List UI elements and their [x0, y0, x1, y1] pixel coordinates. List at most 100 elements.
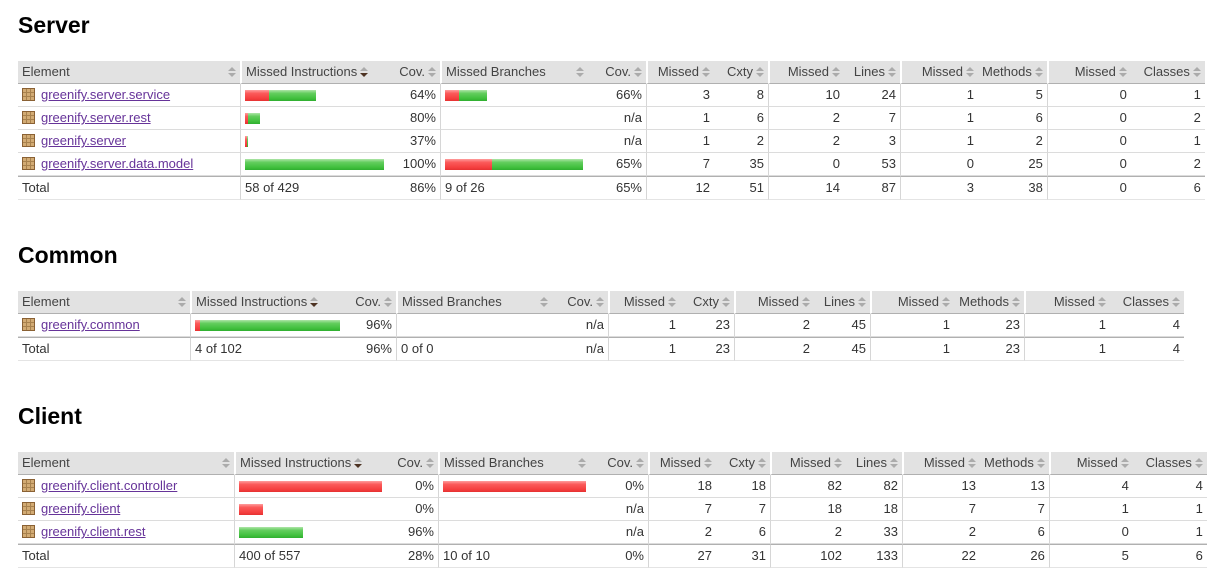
total-missed-classes: 0 — [1046, 176, 1131, 200]
total-branches-coverage: n/a — [552, 337, 608, 361]
methods: 13 — [980, 475, 1049, 498]
col-header-cxty[interactable]: Cxty — [716, 452, 770, 475]
col-header-methods[interactable]: Methods — [954, 291, 1024, 314]
branches-coverage: n/a — [588, 130, 646, 153]
instructions-coverage: 0% — [386, 475, 438, 498]
col-header-cov2[interactable]: Cov. — [590, 452, 648, 475]
methods: 6 — [978, 107, 1047, 130]
sort-icon — [578, 458, 586, 468]
col-header-cov[interactable]: Cov. — [388, 61, 440, 84]
col-header-cov2[interactable]: Cov. — [588, 61, 646, 84]
covered-bar — [245, 159, 384, 171]
total-branches: 10 of 10 — [438, 544, 590, 568]
missed-methods: 0 — [900, 153, 978, 176]
col-header-missed-methods[interactable]: Missed — [900, 61, 978, 84]
col-header-missed-lines[interactable]: Missed — [768, 61, 844, 84]
branches-bar-cell — [438, 475, 590, 498]
col-header-cov[interactable]: Cov. — [386, 452, 438, 475]
col-header-element[interactable]: Element — [18, 291, 190, 314]
methods: 6 — [980, 521, 1049, 544]
lines: 3 — [844, 130, 900, 153]
sort-icon — [1098, 297, 1106, 307]
sort-icon — [942, 297, 950, 307]
package-link[interactable]: greenify.client.rest — [41, 524, 146, 539]
col-header-lines[interactable]: Lines — [846, 452, 902, 475]
missed-lines: 82 — [770, 475, 846, 498]
col-header-missed-instructions[interactable]: Missed Instructions — [234, 452, 386, 475]
package-link[interactable]: greenify.client — [41, 501, 121, 516]
col-header-methods[interactable]: Methods — [978, 61, 1047, 84]
col-header-missed-branches[interactable]: Missed Branches — [438, 452, 590, 475]
col-header-missed-cxty[interactable]: Missed — [648, 452, 716, 475]
methods: 2 — [978, 130, 1047, 153]
col-header-missed-cxty[interactable]: Missed — [646, 61, 714, 84]
col-header-missed-methods[interactable]: Missed — [870, 291, 954, 314]
missed-lines: 2 — [768, 130, 844, 153]
col-header-missed-classes[interactable]: Missed — [1024, 291, 1110, 314]
col-header-missed-branches[interactable]: Missed Branches — [440, 61, 588, 84]
col-header-missed-methods[interactable]: Missed — [902, 452, 980, 475]
table-total-row: Total 4 of 102 96% 0 of 0 n/a 1 23 2 45 … — [18, 337, 1184, 361]
col-header-lines[interactable]: Lines — [844, 61, 900, 84]
branches-coverage: 65% — [588, 153, 646, 176]
col-header-classes[interactable]: Classes — [1130, 61, 1205, 84]
col-header-cxty[interactable]: Cxty — [680, 291, 734, 314]
cxty: 7 — [716, 498, 770, 521]
col-header-missed-branches[interactable]: Missed Branches — [396, 291, 552, 314]
col-header-methods[interactable]: Methods — [980, 452, 1049, 475]
instructions-bar-cell — [234, 475, 386, 498]
package-link[interactable]: greenify.server — [41, 133, 127, 148]
instructions-coverage: 96% — [386, 521, 438, 544]
table-total-row: Total 58 of 429 86% 9 of 26 65% 12 51 14… — [18, 176, 1205, 200]
section-title-common: Common — [18, 242, 118, 268]
missed-classes: 0 — [1046, 153, 1131, 176]
col-header-classes[interactable]: Classes — [1132, 452, 1207, 475]
col-header-cov2[interactable]: Cov. — [552, 291, 608, 314]
col-header-missed-cxty[interactable]: Missed — [608, 291, 680, 314]
missed-lines: 10 — [768, 84, 844, 107]
col-header-element[interactable]: Element — [18, 452, 234, 475]
col-header-missed-lines[interactable]: Missed — [770, 452, 846, 475]
sort-icon — [384, 297, 392, 307]
sort-icon — [634, 67, 642, 77]
instructions-bar-cell — [240, 153, 388, 176]
total-methods: 26 — [980, 544, 1049, 568]
col-header-missed-instructions[interactable]: Missed Instructions — [240, 61, 388, 84]
instructions-bar-cell — [240, 107, 388, 130]
col-header-classes[interactable]: Classes — [1110, 291, 1184, 314]
lines: 24 — [844, 84, 900, 107]
total-label: Total — [18, 544, 234, 568]
col-header-cxty[interactable]: Cxty — [714, 61, 768, 84]
col-header-missed-classes[interactable]: Missed — [1048, 452, 1133, 475]
branches-bar-cell — [438, 521, 590, 544]
package-link[interactable]: greenify.client.controller — [41, 478, 178, 493]
sort-icon — [858, 297, 866, 307]
covered-bar — [492, 159, 583, 171]
sort-icon — [802, 297, 810, 307]
col-header-missed-classes[interactable]: Missed — [1046, 61, 1131, 84]
table-row: greenify.server.rest 80% n/a 1 6 2 7 1 6… — [18, 107, 1205, 130]
package-icon — [22, 525, 35, 538]
missed-classes: 1 — [1024, 314, 1110, 337]
missed-methods: 13 — [902, 475, 980, 498]
total-cxty: 31 — [716, 544, 770, 568]
package-link[interactable]: greenify.server.rest — [41, 110, 151, 125]
col-header-missed-lines[interactable]: Missed — [734, 291, 814, 314]
col-header-missed-instructions[interactable]: Missed Instructions — [190, 291, 344, 314]
col-header-cov[interactable]: Cov. — [344, 291, 396, 314]
instructions-coverage: 100% — [388, 153, 440, 176]
cxty: 18 — [716, 475, 770, 498]
col-header-lines[interactable]: Lines — [814, 291, 870, 314]
package-link[interactable]: greenify.server.data.model — [41, 156, 194, 171]
instructions-bar-cell — [190, 314, 344, 337]
missed-lines: 18 — [770, 498, 846, 521]
total-instructions-coverage: 28% — [386, 544, 438, 568]
covered-bar — [239, 527, 303, 539]
total-methods: 23 — [954, 337, 1024, 361]
package-link[interactable]: greenify.common — [41, 317, 140, 332]
covered-bar — [459, 90, 487, 102]
missed-methods: 1 — [900, 130, 978, 153]
package-link[interactable]: greenify.server.service — [41, 87, 171, 102]
total-label: Total — [18, 176, 240, 200]
col-header-element[interactable]: Element — [18, 61, 240, 84]
